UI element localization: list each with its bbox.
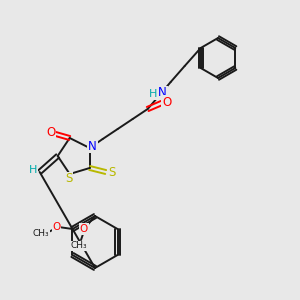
Text: N: N (88, 140, 97, 152)
Text: N: N (158, 86, 167, 100)
Text: O: O (52, 222, 61, 232)
Text: O: O (46, 127, 55, 140)
Text: CH₃: CH₃ (71, 242, 87, 250)
Text: S: S (65, 172, 72, 185)
Text: O: O (80, 224, 88, 234)
Text: CH₃: CH₃ (32, 230, 49, 238)
Text: H: H (148, 89, 157, 99)
Text: S: S (108, 167, 116, 179)
Text: H: H (28, 165, 37, 175)
Text: O: O (162, 95, 171, 109)
